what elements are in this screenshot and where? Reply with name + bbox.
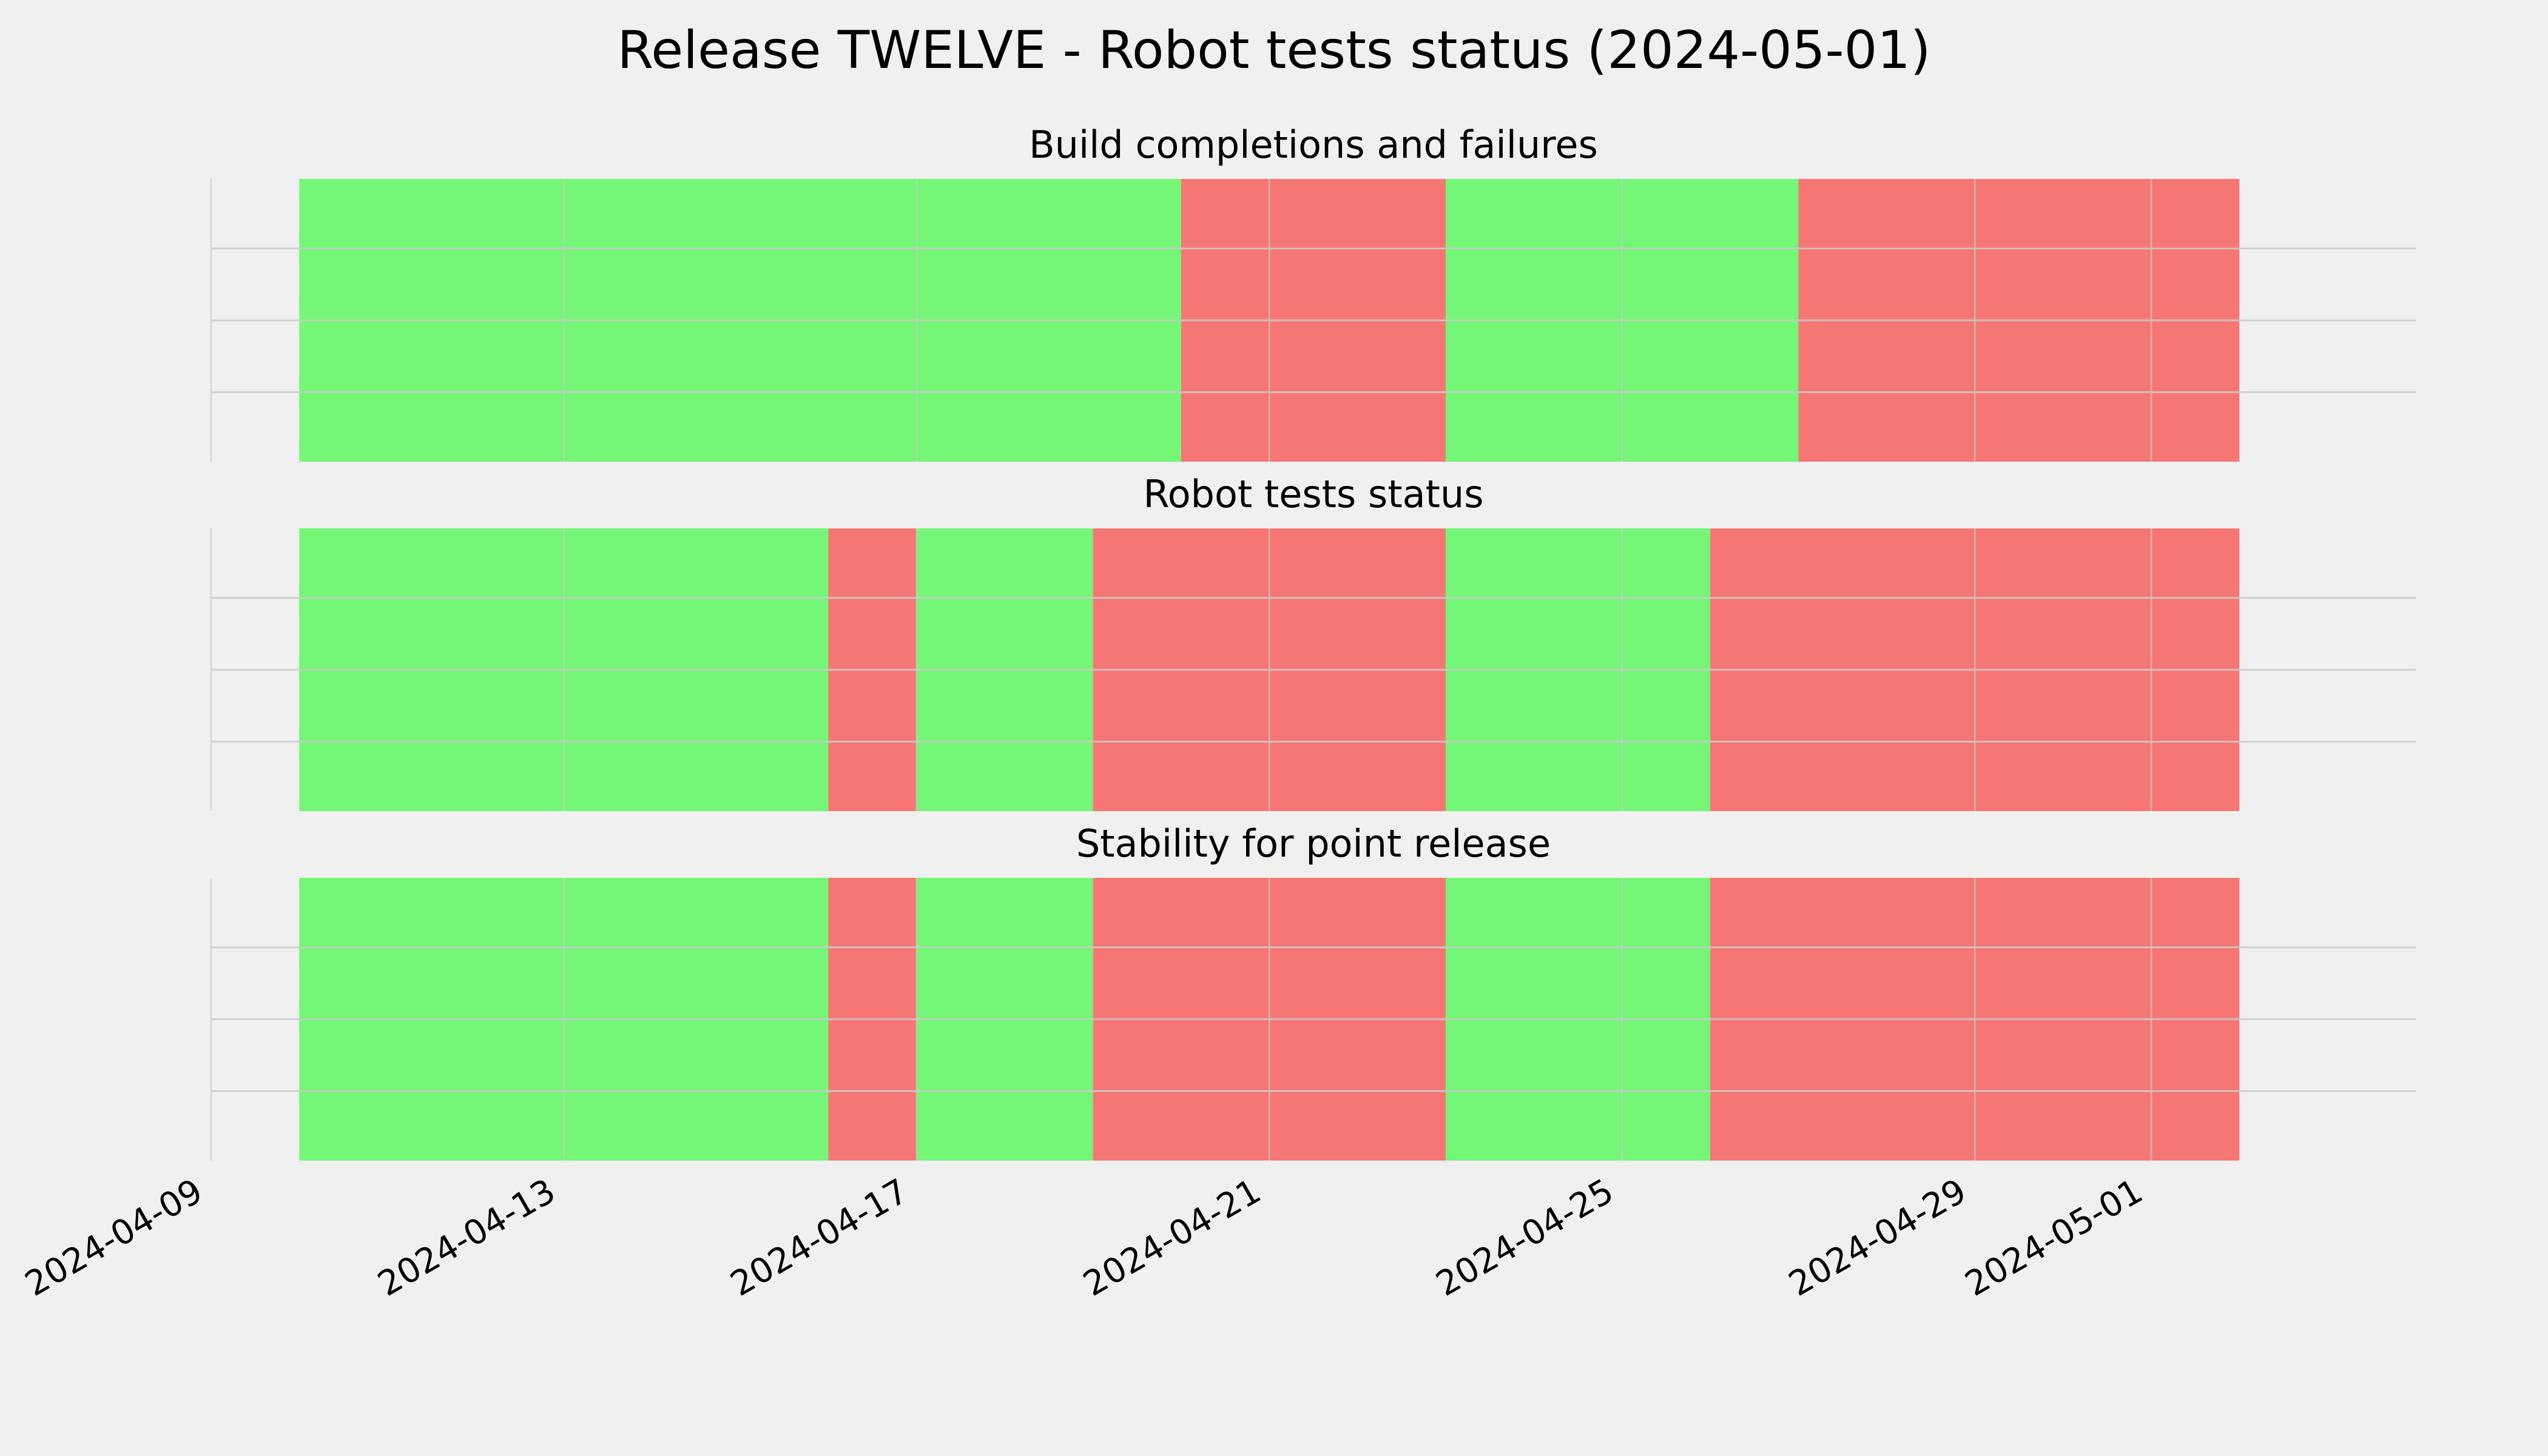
panel-title: Robot tests status bbox=[1143, 472, 1483, 516]
panel-stability: Stability for point release bbox=[210, 821, 2416, 1161]
panel-plot-area bbox=[210, 878, 2416, 1161]
chart-title: Release TWELVE - Robot tests status (202… bbox=[617, 20, 1930, 81]
panel-title: Stability for point release bbox=[1076, 821, 1551, 866]
panel-build: Build completions and failures bbox=[210, 123, 2416, 462]
panel-plot-area bbox=[210, 179, 2416, 462]
panel-title: Build completions and failures bbox=[1029, 123, 1598, 167]
panel-plot-area bbox=[210, 528, 2416, 811]
panel-robot-tests: Robot tests status bbox=[210, 472, 2416, 811]
